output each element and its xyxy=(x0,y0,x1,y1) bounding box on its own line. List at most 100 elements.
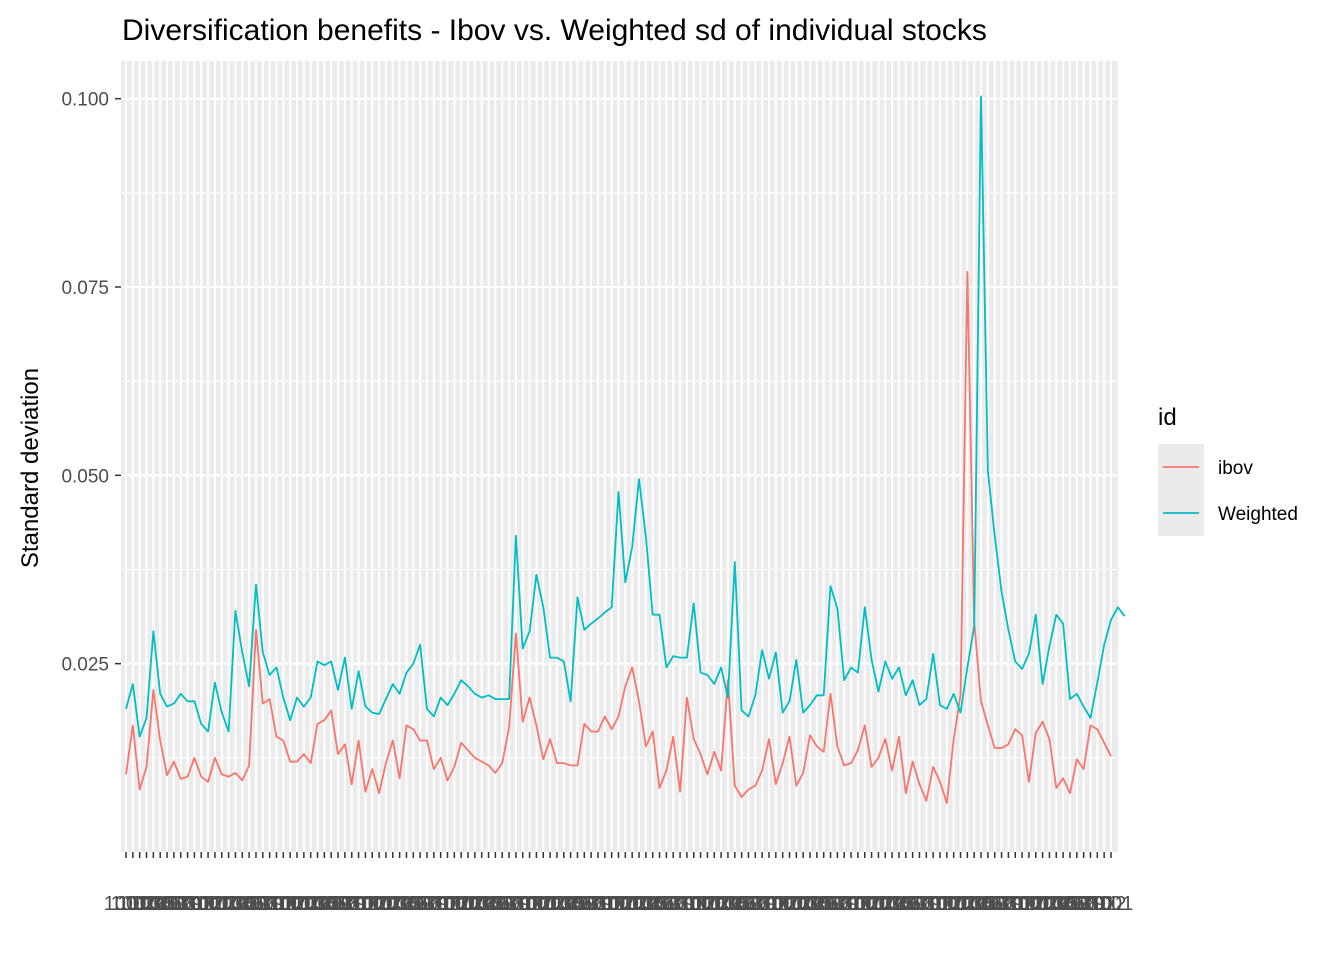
x-tick-label: 1012 xyxy=(589,893,634,915)
x-tick-label: 1005 xyxy=(1034,893,1079,915)
x-tick-label: 1005 xyxy=(952,893,997,915)
x-tick-label: 1012 xyxy=(918,893,963,915)
x-tick-label: 1012 xyxy=(179,893,224,915)
x-tick-label: 1006 xyxy=(138,893,183,915)
x-tick-label: 1006 xyxy=(302,893,347,915)
x-tick-label: 1004 xyxy=(453,893,498,915)
x-tick-label: 1009 xyxy=(1061,893,1106,915)
x-tick-label: 1001 xyxy=(432,893,477,915)
x-tick-label: 1002 xyxy=(849,893,894,915)
legend: id ibov Weighted xyxy=(1158,404,1298,536)
x-tick-label: 1009 xyxy=(158,893,203,915)
x-tick-label: 1011 xyxy=(255,893,298,915)
x-tick-label: 1012 xyxy=(754,893,799,915)
x-tick-label: 1008 xyxy=(234,893,279,915)
x-tick-label: 1006 xyxy=(877,893,922,915)
x-tick-label: 1003 xyxy=(692,893,737,915)
x-tick-label: 1012 xyxy=(425,893,470,915)
x-tick-label: 1006 xyxy=(384,893,429,915)
x-tick-label: 1003 xyxy=(282,893,327,915)
x-tick-label: 1007 xyxy=(145,893,190,915)
x-tick-label: 1005 xyxy=(788,893,833,915)
x-tick-label: 1002 xyxy=(767,893,812,915)
x-tick-label: 1002 xyxy=(931,893,976,915)
x-tick-label: 1004 xyxy=(781,893,826,915)
x-tick-label: 1004 xyxy=(206,893,251,915)
x-tick-label: 1008 xyxy=(972,893,1017,915)
y-tick-label: 0.050 xyxy=(61,466,109,487)
x-tick-label: 1006 xyxy=(713,893,758,915)
x-tick-label: 1011 xyxy=(747,893,790,915)
series-line-weighted xyxy=(125,95,1126,738)
x-tick-label: 1008 xyxy=(316,893,361,915)
x-tick-label: 1002 xyxy=(193,893,238,915)
x-tick-label: 1007 xyxy=(555,893,600,915)
y-tick-label: 0.025 xyxy=(61,655,109,676)
x-tick-label: 1008 xyxy=(398,893,443,915)
x-tick-label: 1003 xyxy=(200,893,245,915)
x-tick-label: 1001 xyxy=(843,893,888,915)
x-tick-label: 1004 xyxy=(863,893,908,915)
legend-label-weighted: Weighted xyxy=(1218,504,1298,525)
x-tick-label: 1007 xyxy=(637,893,682,915)
y-axis-title: Standard deviation xyxy=(17,368,44,568)
x-tick-label: 1001 xyxy=(678,893,723,915)
chart-title: Diversification benefits - Ibov vs. Weig… xyxy=(122,14,987,47)
x-tick-label: 1006 xyxy=(466,893,511,915)
x-tick-label: 1005 xyxy=(377,893,422,915)
x-tick-label: 1009 xyxy=(733,893,778,915)
x-tick-label: 1011 xyxy=(419,893,462,915)
x-tick-label: 1003 xyxy=(938,893,983,915)
x-tick-label: 1010 xyxy=(1068,893,1113,915)
x-tick-label: 1001 xyxy=(104,893,149,915)
x-tick-label: 1004 xyxy=(288,893,333,915)
x-tick-label: 1003 xyxy=(364,893,409,915)
x-tick-label: 1001 xyxy=(1007,893,1052,915)
x-axis: 1001100210031004100510061007100810091010… xyxy=(104,852,1134,915)
x-tick-label: 1012 xyxy=(343,893,388,915)
x-tick-label: 1012 xyxy=(507,893,552,915)
x-tick-label: 1010 xyxy=(658,893,703,915)
x-tick-label: 1005 xyxy=(706,893,751,915)
x-tick-label: 1009 xyxy=(569,893,614,915)
x-tick-label: 1006 xyxy=(220,893,265,915)
x-tick-label: 1003 xyxy=(446,893,491,915)
x-tick-label: 1006 xyxy=(1041,893,1086,915)
x-tick-label: 1003 xyxy=(856,893,901,915)
x-tick-label: 1007 xyxy=(719,893,764,915)
x-tick-label: 1012 xyxy=(261,893,306,915)
x-tick-label: 1011 xyxy=(912,893,955,915)
series-lines xyxy=(125,95,1126,804)
x-tick-label: 1011 xyxy=(337,893,380,915)
x-tick-label: 1010 xyxy=(412,893,457,915)
x-tick-label: 1005 xyxy=(213,893,258,915)
x-tick-label: 1009 xyxy=(651,893,696,915)
x-tick-label: 1006 xyxy=(795,893,840,915)
x-tick-label: 1003 xyxy=(117,893,162,915)
x-tick-label: 1003 xyxy=(774,893,819,915)
x-tick-label: 1004 xyxy=(371,893,416,915)
x-tick-label: 1003 xyxy=(528,893,573,915)
x-tick-label: 1003 xyxy=(1020,893,1065,915)
legend-label-ibov: ibov xyxy=(1218,458,1253,479)
x-tick-label: 1001 xyxy=(1089,893,1134,915)
x-tick-label: 1007 xyxy=(884,893,929,915)
x-tick-label: 1005 xyxy=(542,893,587,915)
x-tick-label: 1007 xyxy=(309,893,354,915)
y-tick-label: 0.100 xyxy=(61,90,109,111)
x-tick-label: 1007 xyxy=(966,893,1011,915)
x-tick-label: 1008 xyxy=(726,893,771,915)
x-tick-label: 1007 xyxy=(801,893,846,915)
x-tick-label: 1008 xyxy=(152,893,197,915)
x-tick-label: 1010 xyxy=(329,893,374,915)
x-tick-label: 1001 xyxy=(186,893,231,915)
x-tick-label: 1010 xyxy=(494,893,539,915)
x-tick-label: 1007 xyxy=(1048,893,1093,915)
x-tick-label: 1002 xyxy=(603,893,648,915)
x-tick-label: 1008 xyxy=(644,893,689,915)
series-line-ibov xyxy=(125,270,1112,804)
x-tick-label: 1011 xyxy=(994,893,1037,915)
x-tick-label: 1012 xyxy=(1082,893,1127,915)
x-tick-label: 1005 xyxy=(295,893,340,915)
